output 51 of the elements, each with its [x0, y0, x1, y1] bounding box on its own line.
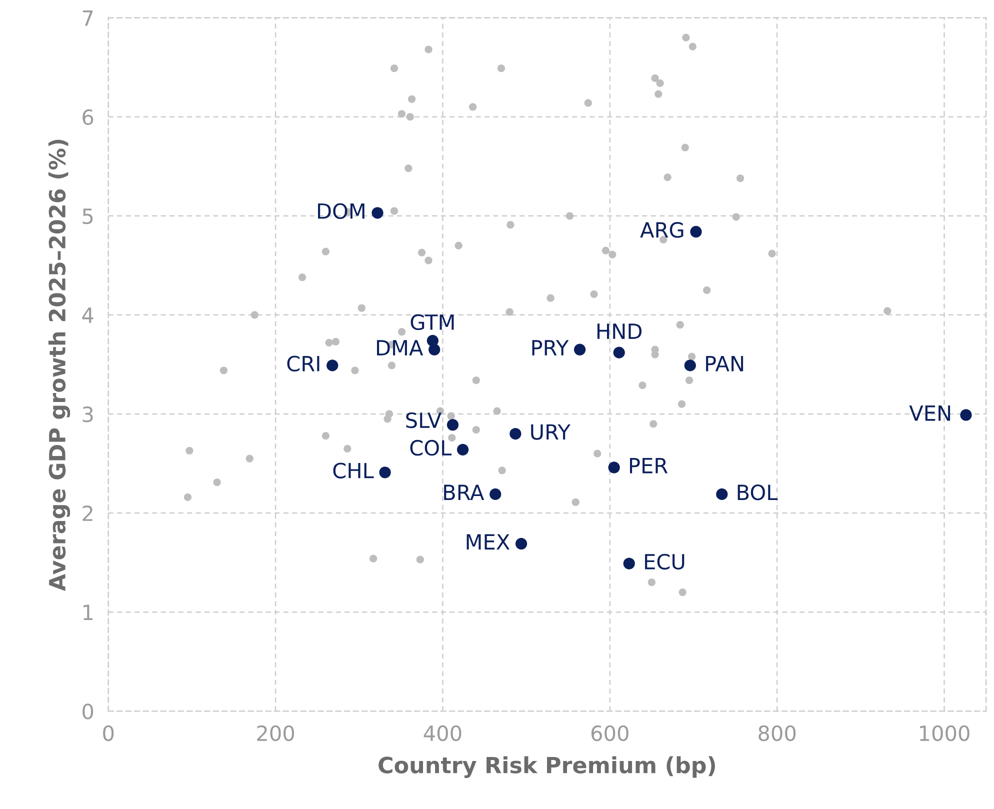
annotation: CRI [287, 356, 320, 372]
x-tick-label: 1000 [920, 725, 970, 742]
annotation: ECU [645, 554, 684, 570]
x-axis-title: Country Risk Premium (bp) [378, 756, 715, 778]
x-tick-label: 200 [257, 725, 294, 742]
y-tick-label: 4 [82, 308, 94, 323]
annotation: DOM [318, 203, 364, 219]
point [446, 419, 459, 431]
annotation: DMA [377, 340, 424, 356]
point [510, 428, 522, 440]
y-tick-label: 1 [83, 604, 93, 620]
y-tick-label: 6 [82, 109, 94, 126]
point [574, 344, 586, 356]
x-tick-label: 0 [103, 725, 114, 742]
point [623, 558, 635, 570]
point [372, 207, 384, 219]
point [456, 444, 469, 456]
annotation: PER [630, 458, 668, 474]
y-tick-label: 7 [82, 10, 93, 26]
annotation: ARG [640, 222, 684, 238]
annotation: SLV [406, 412, 442, 428]
x-tick-label: 800 [758, 725, 796, 742]
point [379, 466, 391, 478]
point [326, 360, 338, 372]
annotation: COL [410, 440, 452, 456]
point [690, 226, 702, 238]
point [716, 488, 728, 500]
annotation: BOL [738, 484, 778, 500]
y-tick-label: 0 [82, 704, 94, 720]
point [515, 538, 528, 550]
annotation: HND [597, 324, 642, 339]
point [613, 346, 625, 358]
y-tick-label: 5 [82, 208, 93, 224]
y-tick-label: 2 [82, 505, 92, 521]
annotation: PRY [532, 340, 569, 356]
y-axis-title: Average GDP growth 2025–2026 (%) [48, 140, 70, 591]
x-tick-label: 400 [424, 725, 462, 742]
annotation: MEX [466, 534, 510, 550]
annotation: CHL [333, 462, 374, 478]
point [960, 409, 972, 421]
annotation: VEN [909, 406, 950, 421]
point [428, 344, 440, 356]
point [684, 360, 696, 372]
point [490, 488, 502, 500]
point [608, 462, 620, 474]
annotation: URY [531, 424, 570, 440]
annotation: PAN [706, 356, 744, 372]
y-tick-label: 3 [82, 406, 93, 422]
annotation: BRA [444, 484, 484, 500]
x-tick-label: 600 [591, 725, 628, 742]
annotation: GTM [410, 314, 454, 330]
